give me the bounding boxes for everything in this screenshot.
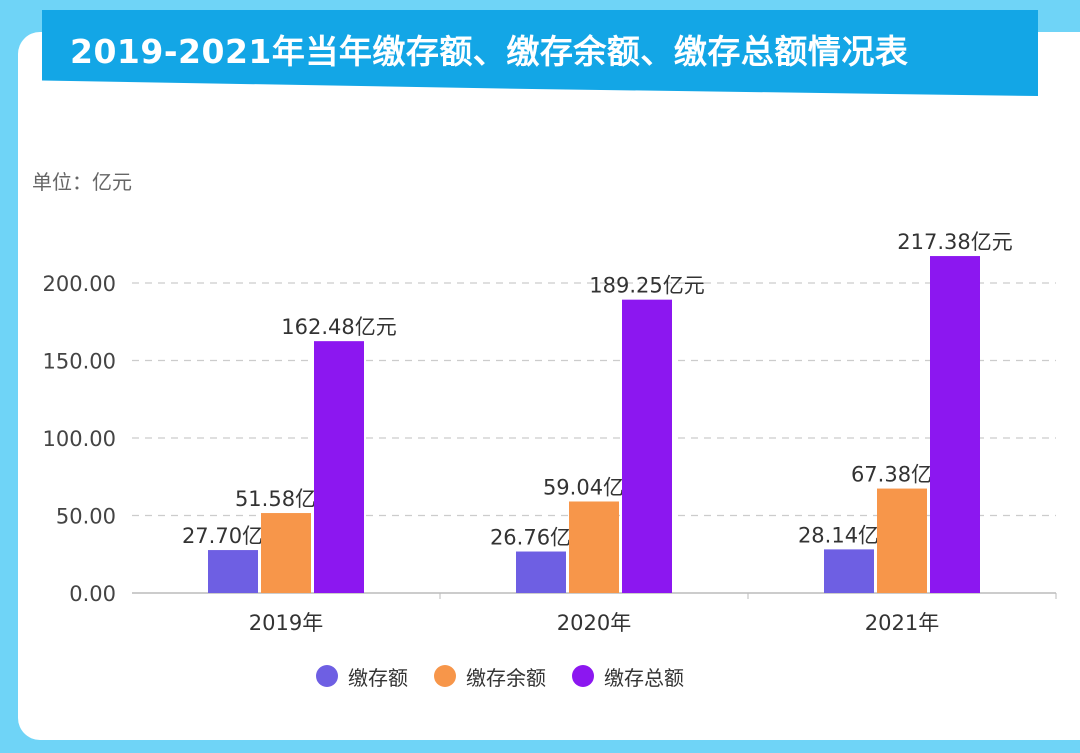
legend-item-0[interactable]: 缴存额 bbox=[316, 662, 408, 691]
bar-1-1 bbox=[569, 501, 619, 593]
legend-label-0: 缴存额 bbox=[348, 665, 408, 690]
x-tick-label-2: 2021年 bbox=[865, 611, 939, 635]
unit-label: 单位：亿元 bbox=[32, 170, 132, 194]
y-tick-label-1: 50.00 bbox=[56, 505, 116, 529]
legend-label-2: 缴存总额 bbox=[604, 665, 684, 690]
legend-item-1[interactable]: 缴存余额 bbox=[434, 662, 546, 691]
data-label-2-2: 217.38亿元 bbox=[897, 230, 1012, 254]
y-tick-label-0: 0.00 bbox=[69, 582, 116, 606]
bar-0-0 bbox=[208, 550, 258, 593]
legend-marker-2 bbox=[572, 665, 594, 687]
legend-marker-1 bbox=[434, 665, 456, 687]
chart-card bbox=[18, 32, 1080, 740]
bar-1-2 bbox=[877, 488, 927, 593]
data-label-2-1: 189.25亿元 bbox=[589, 274, 704, 298]
legend-label-1: 缴存余额 bbox=[466, 665, 546, 690]
y-tick-label-3: 150.00 bbox=[43, 350, 116, 374]
bar-1-0 bbox=[261, 513, 311, 593]
bar-0-1 bbox=[516, 551, 566, 593]
legend: 缴存额 缴存余额 缴存总额 bbox=[316, 662, 684, 690]
bar-2-2 bbox=[930, 256, 980, 593]
chart-title: 2019-2021年当年缴存额、缴存余额、缴存总额情况表 bbox=[70, 32, 909, 71]
x-tick-label-1: 2020年 bbox=[557, 611, 631, 635]
y-tick-label-4: 200.00 bbox=[43, 272, 116, 296]
legend-item-2[interactable]: 缴存总额 bbox=[572, 662, 684, 691]
bar-2-1 bbox=[622, 299, 672, 593]
data-label-2-0: 162.48亿元 bbox=[281, 315, 396, 339]
bar-0-2 bbox=[824, 549, 874, 593]
title-banner bbox=[42, 10, 1038, 96]
y-tick-label-2: 100.00 bbox=[43, 427, 116, 451]
legend-marker-0 bbox=[316, 665, 338, 687]
bar-2-0 bbox=[314, 341, 364, 593]
x-tick-label-0: 2019年 bbox=[249, 611, 323, 635]
